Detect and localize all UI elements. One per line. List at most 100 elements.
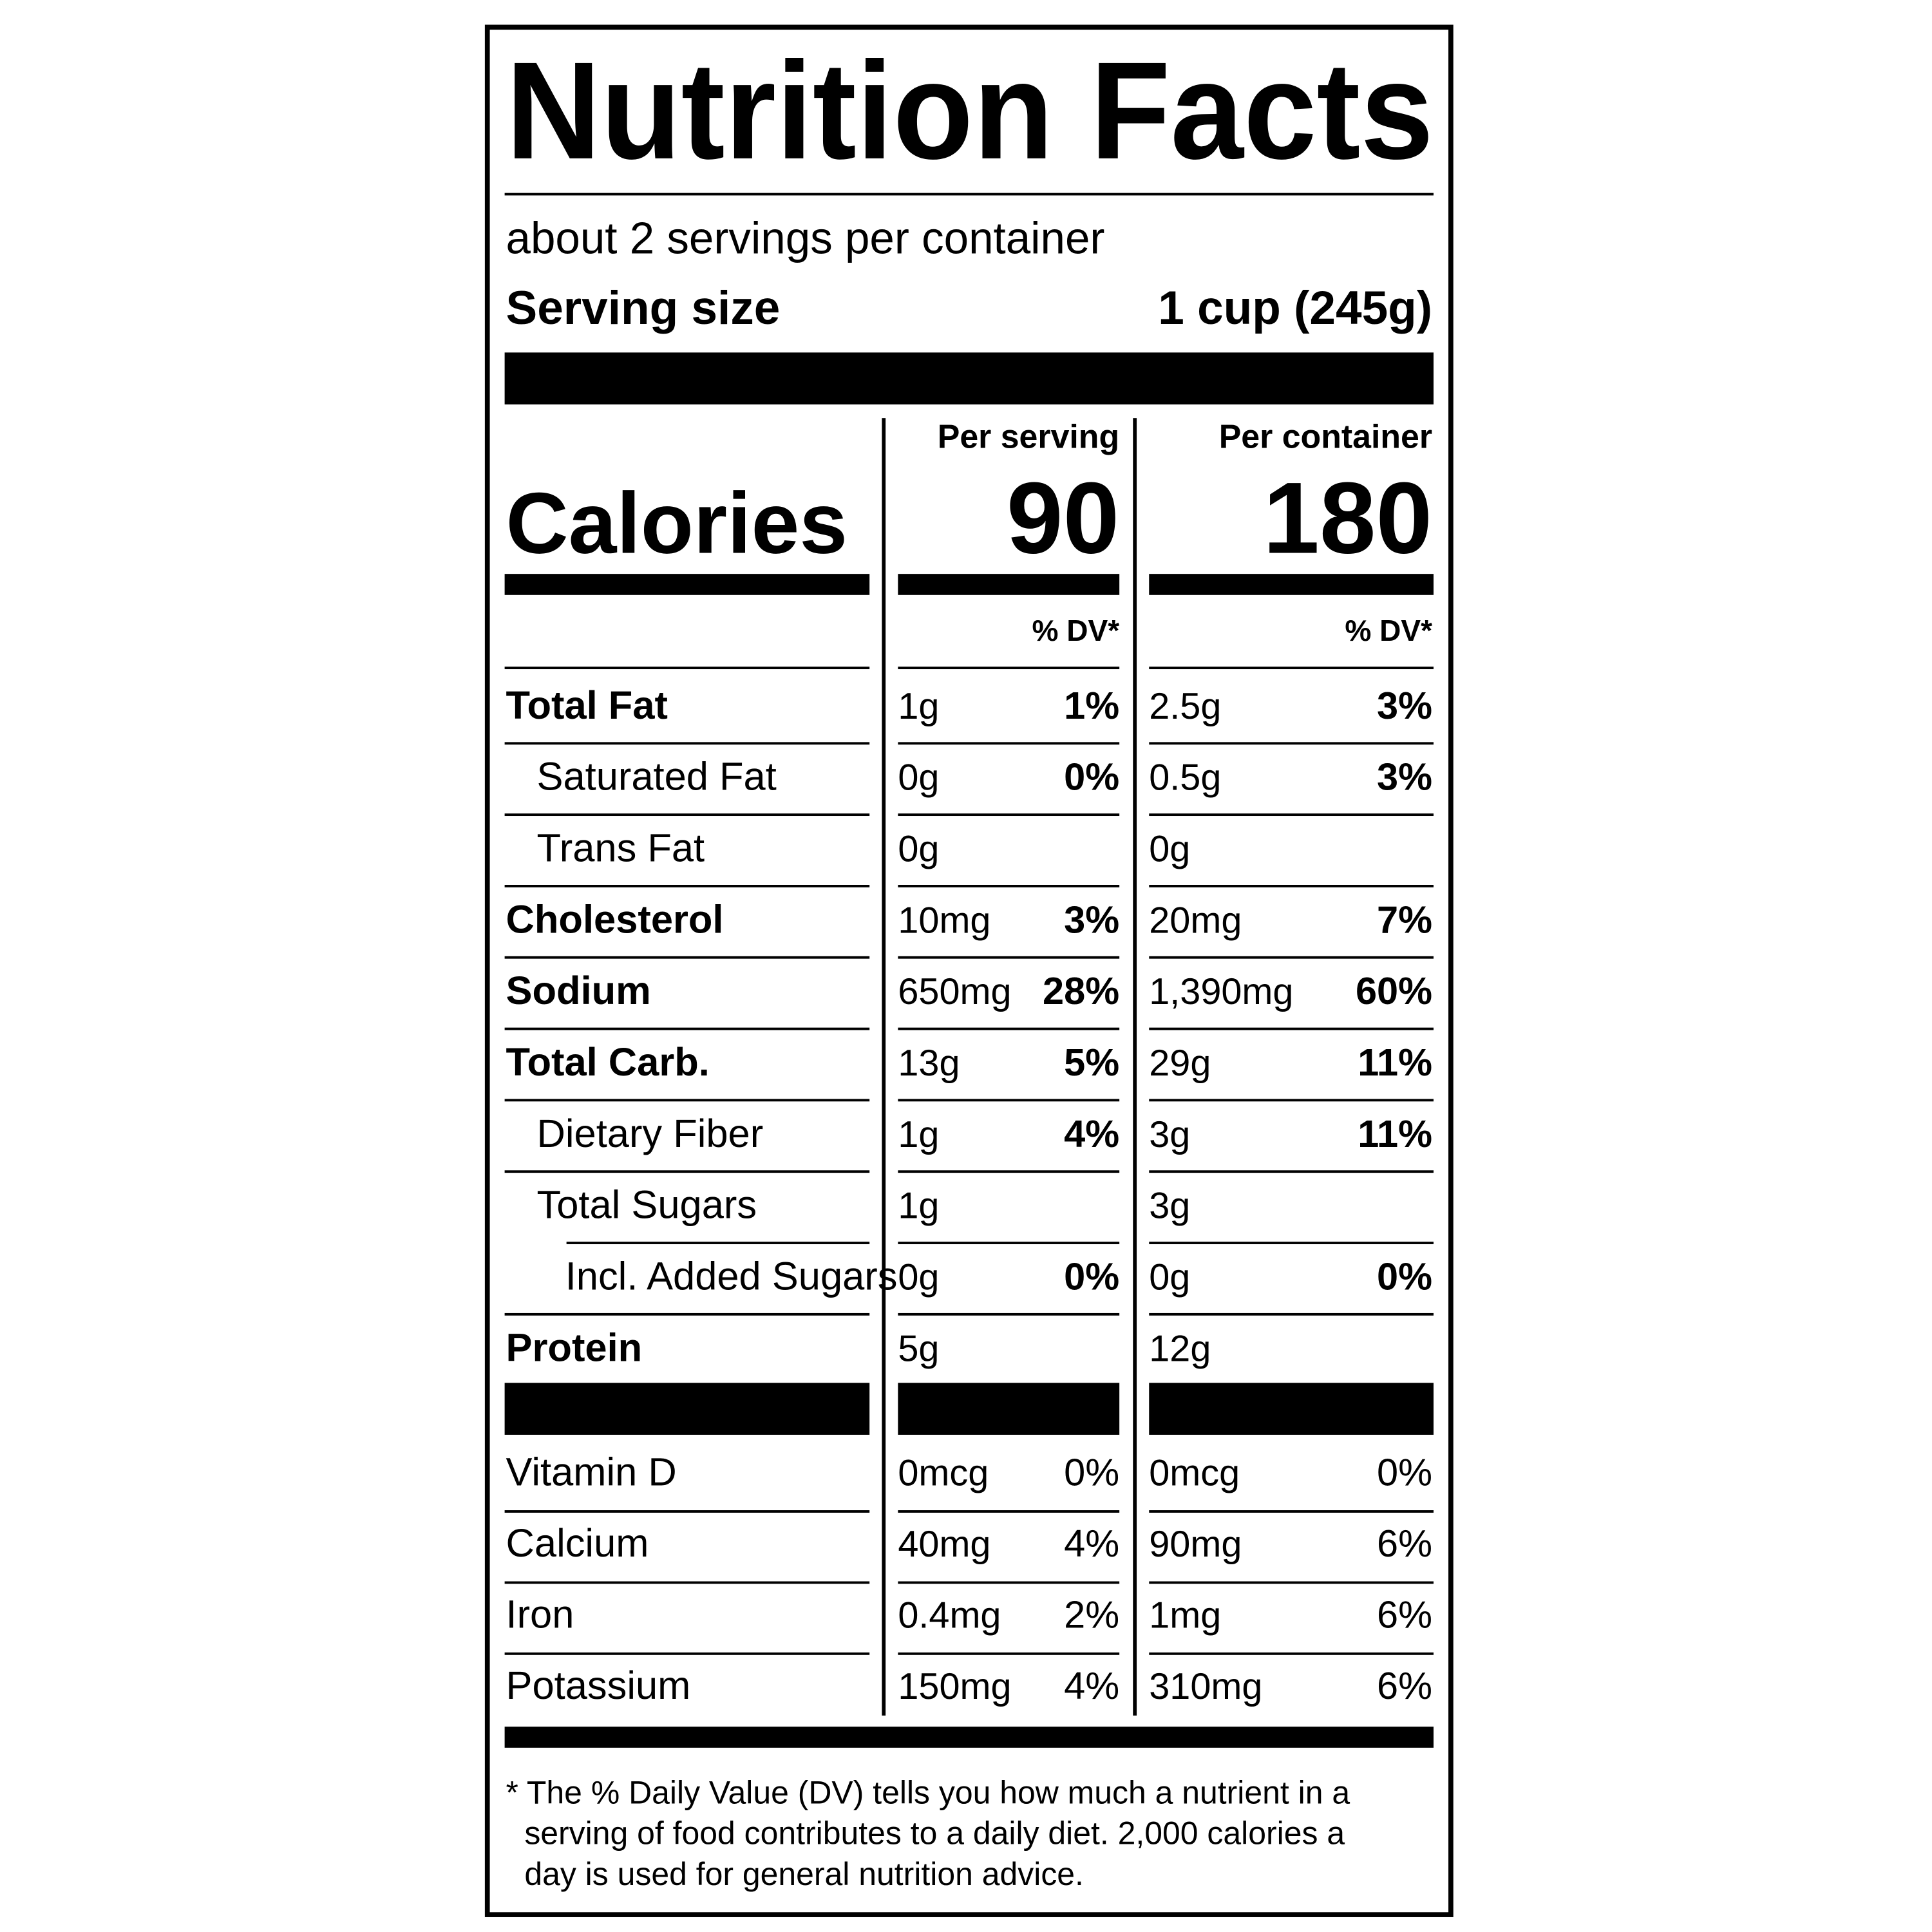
serving-size-label: Serving size bbox=[506, 282, 781, 334]
nutrient-name: Potassium bbox=[506, 1663, 691, 1708]
rule bbox=[504, 1170, 870, 1173]
amount: 0.5g bbox=[1149, 757, 1221, 799]
rule bbox=[898, 1510, 1120, 1513]
nutrient-name: Total Carb. bbox=[506, 1040, 710, 1084]
title: Nutrition Facts bbox=[506, 33, 1434, 188]
daily-value: 11% bbox=[1358, 1112, 1432, 1155]
daily-value: 3% bbox=[1377, 684, 1432, 727]
daily-value: 28% bbox=[1043, 969, 1119, 1012]
amount: 0g bbox=[898, 829, 939, 870]
amount: 2.5g bbox=[1149, 686, 1221, 727]
amount: 10mg bbox=[898, 900, 990, 941]
rule bbox=[898, 1581, 1120, 1584]
rule bbox=[1149, 1242, 1434, 1244]
daily-value: 3% bbox=[1064, 898, 1119, 941]
rule bbox=[898, 813, 1120, 817]
daily-value: 5% bbox=[1064, 1041, 1119, 1084]
amount: 40mg bbox=[898, 1524, 990, 1565]
column-divider bbox=[1133, 418, 1137, 1716]
rule bbox=[898, 1652, 1120, 1655]
rule bbox=[1149, 742, 1434, 745]
rule bbox=[1149, 667, 1434, 670]
amount: 1g bbox=[898, 1186, 939, 1227]
amount: 1,390mg bbox=[1149, 971, 1293, 1012]
nutrient-name: Dietary Fiber bbox=[537, 1112, 764, 1156]
rule bbox=[1149, 1099, 1434, 1102]
amount: 0g bbox=[1149, 1256, 1190, 1298]
calories-value: 180 bbox=[1263, 462, 1432, 575]
daily-value: 4% bbox=[1064, 1664, 1119, 1707]
column-divider bbox=[882, 418, 886, 1716]
bar bbox=[504, 1727, 1434, 1748]
column-header: Per container bbox=[1219, 417, 1432, 455]
amount: 0g bbox=[1149, 829, 1190, 870]
rule bbox=[1149, 1170, 1434, 1173]
daily-value: 4% bbox=[1064, 1112, 1119, 1155]
rule bbox=[504, 1099, 870, 1102]
amount: 0.4mg bbox=[898, 1595, 1001, 1636]
amount: 13g bbox=[898, 1043, 960, 1084]
rule bbox=[504, 667, 870, 670]
amount: 1mg bbox=[1149, 1595, 1221, 1636]
rule bbox=[898, 885, 1120, 887]
thick-bar bbox=[504, 352, 1434, 405]
rule bbox=[898, 1312, 1120, 1316]
daily-value: 0% bbox=[1064, 1451, 1119, 1494]
nutrient-name: Sodium bbox=[506, 969, 651, 1013]
nutrient-name: Total Sugars bbox=[537, 1183, 757, 1227]
amount: 3g bbox=[1149, 1114, 1190, 1155]
amount: 0g bbox=[898, 1256, 939, 1298]
daily-value: 4% bbox=[1064, 1522, 1119, 1565]
nutrient-name: Saturated Fat bbox=[537, 755, 777, 799]
footnote: day is used for general nutrition advice… bbox=[524, 1856, 1084, 1892]
rule bbox=[1149, 1510, 1434, 1513]
calories-value: 90 bbox=[1007, 462, 1119, 575]
nutrient-name: Iron bbox=[506, 1593, 574, 1637]
rule bbox=[898, 1242, 1120, 1244]
dv-header: % DV* bbox=[1032, 614, 1119, 647]
amount: 12g bbox=[1149, 1328, 1211, 1369]
daily-value: 0% bbox=[1064, 1255, 1119, 1298]
rule bbox=[504, 1312, 870, 1316]
amount: 1g bbox=[898, 686, 939, 727]
rule bbox=[504, 813, 870, 817]
rule bbox=[898, 742, 1120, 745]
amount: 310mg bbox=[1149, 1666, 1262, 1707]
daily-value: 0% bbox=[1064, 755, 1119, 799]
rule bbox=[898, 1170, 1120, 1173]
amount: 3g bbox=[1149, 1186, 1190, 1227]
rule bbox=[1149, 1027, 1434, 1030]
nutrient-name: Vitamin D bbox=[506, 1450, 677, 1495]
nutrient-name: Calcium bbox=[506, 1521, 649, 1566]
calories-label: Calories bbox=[506, 475, 848, 572]
rule bbox=[1149, 1652, 1434, 1655]
daily-value: 3% bbox=[1377, 755, 1432, 799]
amount: 0mcg bbox=[1149, 1453, 1240, 1494]
rule bbox=[898, 956, 1120, 959]
rule bbox=[1149, 1581, 1434, 1584]
amount: 0mcg bbox=[898, 1453, 989, 1494]
rule bbox=[566, 1242, 870, 1244]
amount: 29g bbox=[1149, 1043, 1211, 1084]
daily-value: 0% bbox=[1377, 1451, 1432, 1494]
bar bbox=[1149, 1383, 1434, 1435]
bar bbox=[898, 1383, 1120, 1435]
daily-value: 0% bbox=[1377, 1255, 1432, 1298]
rule bbox=[504, 742, 870, 745]
rule bbox=[898, 1099, 1120, 1102]
daily-value: 6% bbox=[1377, 1522, 1432, 1565]
amount: 5g bbox=[898, 1328, 939, 1369]
footnote: * The % Daily Value (DV) tells you how m… bbox=[506, 1774, 1350, 1810]
rule bbox=[504, 1027, 870, 1030]
bar bbox=[504, 1383, 870, 1435]
amount: 20mg bbox=[1149, 900, 1242, 941]
daily-value: 6% bbox=[1377, 1593, 1432, 1636]
daily-value: 11% bbox=[1358, 1041, 1432, 1084]
bar bbox=[898, 574, 1120, 595]
rule bbox=[504, 956, 870, 959]
daily-value: 6% bbox=[1377, 1664, 1432, 1707]
footnote: serving of food contributes to a daily d… bbox=[524, 1815, 1345, 1852]
daily-value: 1% bbox=[1064, 684, 1119, 727]
amount: 650mg bbox=[898, 971, 1011, 1012]
